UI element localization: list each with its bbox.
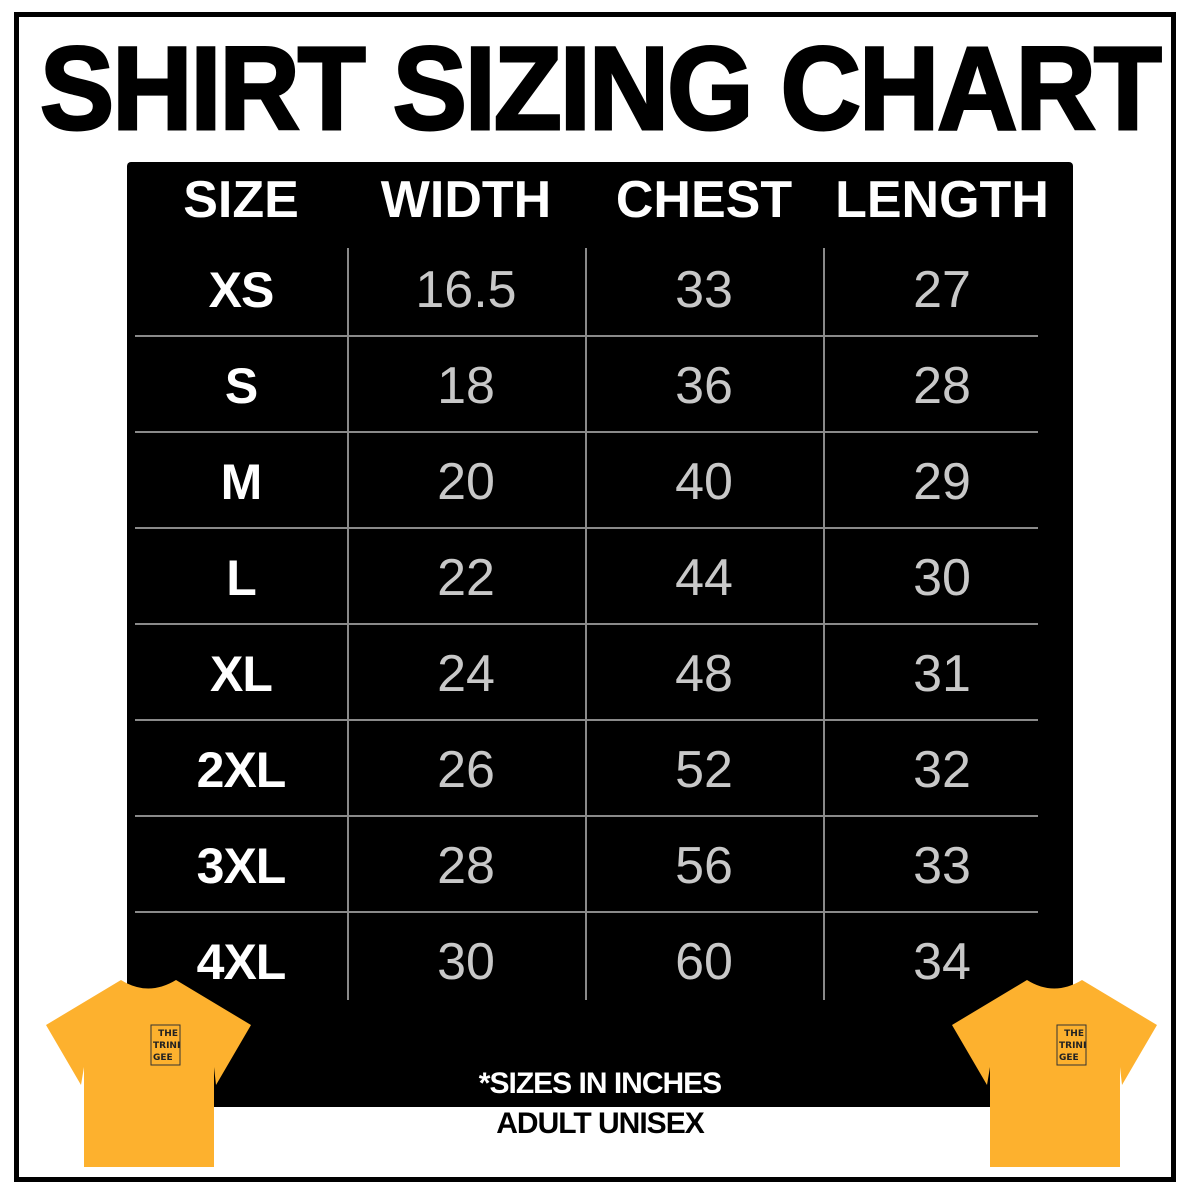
length-value: 28 xyxy=(913,357,971,415)
chest-cell: 36 xyxy=(585,338,823,434)
width-cell: 18 xyxy=(347,338,585,434)
size-cell: XL xyxy=(135,626,347,722)
size-cell: 4XL xyxy=(135,914,347,1010)
shirt-image-left: THE TRINI GEE xyxy=(46,980,251,1167)
size-table-panel xyxy=(127,162,1073,1107)
width-value: 20 xyxy=(437,453,495,511)
width-value: 16.5 xyxy=(415,261,517,319)
size-label: XS xyxy=(208,262,275,318)
length-cell: 34 xyxy=(823,914,1061,1010)
svg-text:GEE: GEE xyxy=(153,1053,173,1063)
column-divider xyxy=(585,248,587,1000)
chest-cell: 48 xyxy=(585,626,823,722)
chest-value: 52 xyxy=(675,741,733,799)
chest-cell: 56 xyxy=(585,818,823,914)
size-cell: 2XL xyxy=(135,722,347,818)
page-title: SHIRT SIZING CHART xyxy=(39,23,1164,156)
width-value: 28 xyxy=(437,837,495,895)
length-value: 32 xyxy=(913,741,971,799)
size-cell: L xyxy=(135,530,347,626)
size-cell: XS xyxy=(135,242,347,338)
length-cell: 27 xyxy=(823,242,1061,338)
svg-text:THE: THE xyxy=(158,1029,178,1039)
size-label: M xyxy=(220,454,263,510)
fit-note: ADULT UNISEX xyxy=(496,1107,704,1140)
chest-value: 44 xyxy=(675,549,733,607)
shirt-image-right: THE TRINI GEE xyxy=(952,980,1157,1167)
chest-value: 60 xyxy=(675,933,733,991)
chest-cell: 33 xyxy=(585,242,823,338)
width-cell: 26 xyxy=(347,722,585,818)
width-value: 26 xyxy=(437,741,495,799)
length-cell: 29 xyxy=(823,434,1061,530)
width-cell: 20 xyxy=(347,434,585,530)
size-label: S xyxy=(224,358,258,414)
chest-cell: 60 xyxy=(585,914,823,1010)
column-header-label: SIZE xyxy=(183,171,299,229)
length-cell: 28 xyxy=(823,338,1061,434)
svg-text:TRINI: TRINI xyxy=(153,1041,180,1051)
size-cell: M xyxy=(135,434,347,530)
width-value: 24 xyxy=(437,645,495,703)
column-header-length: LENGTH xyxy=(823,170,1061,230)
column-divider xyxy=(347,248,349,1000)
width-cell: 28 xyxy=(347,818,585,914)
svg-text:THE: THE xyxy=(1064,1029,1084,1039)
size-cell: 3XL xyxy=(135,818,347,914)
chest-value: 36 xyxy=(675,357,733,415)
column-header-size: SIZE xyxy=(135,170,347,230)
size-label: 2XL xyxy=(196,742,287,798)
width-cell: 22 xyxy=(347,530,585,626)
chest-cell: 44 xyxy=(585,530,823,626)
width-value: 30 xyxy=(437,933,495,991)
column-header-label: WIDTH xyxy=(380,171,552,229)
column-header-label: LENGTH xyxy=(835,171,1049,229)
length-cell: 31 xyxy=(823,626,1061,722)
size-label: 4XL xyxy=(196,934,287,990)
chest-cell: 52 xyxy=(585,722,823,818)
length-value: 33 xyxy=(913,837,971,895)
length-value: 29 xyxy=(913,453,971,511)
chest-value: 48 xyxy=(675,645,733,703)
column-header-chest: CHEST xyxy=(585,170,823,230)
length-value: 30 xyxy=(913,549,971,607)
size-cell: S xyxy=(135,338,347,434)
column-header-label: CHEST xyxy=(615,171,793,229)
length-cell: 32 xyxy=(823,722,1061,818)
outer-frame xyxy=(14,12,1176,1182)
length-cell: 30 xyxy=(823,530,1061,626)
width-cell: 24 xyxy=(347,626,585,722)
width-value: 22 xyxy=(437,549,495,607)
size-label: L xyxy=(226,550,257,606)
chest-value: 33 xyxy=(675,261,733,319)
length-cell: 33 xyxy=(823,818,1061,914)
units-note: *SIZES IN INCHES xyxy=(478,1067,722,1100)
width-value: 18 xyxy=(437,357,495,415)
size-label: 3XL xyxy=(196,838,287,894)
length-value: 27 xyxy=(913,261,971,319)
title-container: SHIRT SIZING CHART xyxy=(39,23,1164,156)
chest-value: 56 xyxy=(675,837,733,895)
width-cell: 30 xyxy=(347,914,585,1010)
column-divider xyxy=(823,248,825,1000)
length-value: 34 xyxy=(913,933,971,991)
width-cell: 16.5 xyxy=(347,242,585,338)
size-label: XL xyxy=(210,646,273,702)
column-header-width: WIDTH xyxy=(347,170,585,230)
chest-cell: 40 xyxy=(585,434,823,530)
svg-text:GEE: GEE xyxy=(1059,1053,1079,1063)
chest-value: 40 xyxy=(675,453,733,511)
svg-text:TRINI: TRINI xyxy=(1059,1041,1086,1051)
length-value: 31 xyxy=(913,645,971,703)
